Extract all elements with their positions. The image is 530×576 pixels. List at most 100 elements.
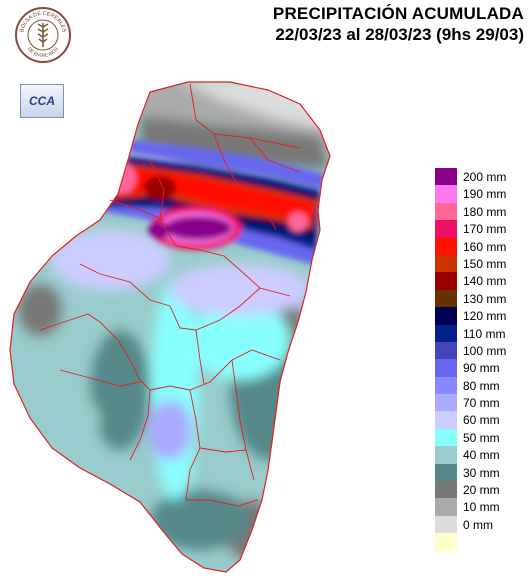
legend-swatch [435,307,457,325]
legend-item: 10 mm [435,498,530,516]
legend-item: 200 mm [435,168,530,186]
legend-swatch-lightest [435,533,457,551]
map-title: PRECIPITACIÓN ACUMULADA [272,4,524,23]
legend-swatch [435,272,457,290]
legend-label: 70 mm [463,396,500,411]
legend-swatch [435,428,457,447]
legend-item: 130 mm [435,289,530,308]
field-center-70mm [148,400,192,460]
legend-label: 0 mm [463,517,493,532]
legend-item: 160 mm [435,237,530,255]
dept-border-center-2 [169,287,261,331]
legend-swatch [435,237,457,255]
dept-border-north-3 [249,137,301,173]
dept-border-central-3 [175,245,291,297]
legend-item: 90 mm [435,359,530,377]
legend-swatch [435,220,457,238]
core-200mm [164,216,232,240]
legend-label: 160 mm [463,239,507,254]
core-140mm [144,176,176,200]
legend-label: 120 mm [463,309,507,324]
field-west-60mm [50,230,170,290]
legend-label: 20 mm [463,483,500,498]
legend-label: 110 mm [463,326,506,341]
dept-border-south-5 [186,499,259,507]
legend-swatch [435,515,457,534]
dept-border-south-4 [199,447,247,453]
legend-item: 190 mm [435,185,530,203]
legend-label: 30 mm [463,465,500,480]
legend-swatch [435,289,457,308]
core-200mm-west [148,222,172,238]
legend-label: 130 mm [463,291,507,306]
legend-swatch [435,202,457,221]
dept-border-south-3 [231,359,255,481]
legend-swatch [435,359,457,377]
legend-swatch [435,324,457,342]
map-date-range: 22/03/23 al 28/03/23 (9hs 29/03) [275,25,524,44]
dept-border-central-1 [149,159,177,247]
legend-item: 170 mm [435,220,530,238]
legend-item: 180 mm [435,202,530,221]
field-west-30mm [90,330,150,450]
legend-item: 100 mm [435,341,530,360]
legend-label: 90 mm [463,361,500,376]
legend-item: 40 mm [435,446,530,464]
legend-label: 40 mm [463,448,500,463]
field-south-30mm [150,490,250,550]
legend-swatch [435,446,457,464]
precipitation-fields [10,82,330,572]
dept-border-west-2 [39,313,101,331]
legend-label: 200 mm [463,170,507,184]
legend-item: 140 mm [435,272,530,290]
legend-label: 170 mm [463,222,507,237]
dept-border-west-4 [59,369,141,387]
precipitation-map [9,81,331,573]
legend-item: 20 mm [435,481,530,499]
dept-border-central-2 [109,199,165,221]
legend-label: 60 mm [463,413,500,428]
legend-swatch [435,411,457,429]
department-borders [9,81,331,573]
legend-extra-row [435,533,530,551]
legend-swatch [435,394,457,412]
core-190mm-west [108,162,136,194]
legend-label: 190 mm [463,187,507,202]
bolsa-cereales-logo: BOLSA DE CEREALES DE ENTRE RIOS [15,7,71,63]
legend-swatch [435,168,457,186]
legend-item: 80 mm [435,376,530,395]
field-west-20mm [18,284,62,336]
legend-item: 120 mm [435,307,530,325]
core-190mm-east [288,212,308,232]
legend-swatch [435,498,457,516]
legend-swatch [435,376,457,395]
cca-logo: CCA [20,84,64,118]
legend-label: 80 mm [463,378,500,393]
precipitation-legend: 200 mm 190 mm 180 mm 170 mm 160 mm 150 mm 140 … [435,168,530,551]
legend-swatch [435,254,457,273]
field-east-50mm [190,300,290,380]
legend-swatch [435,481,457,499]
dept-border-west-3 [99,321,151,391]
legend-label: 10 mm [463,500,500,515]
legend-swatch [435,463,457,482]
dept-border-south-1 [129,389,151,461]
legend-label: 180 mm [463,204,507,219]
dept-border-north-2 [213,133,277,231]
legend-label: 150 mm [463,256,507,271]
dept-border-west-1 [79,263,171,307]
legend-item: 30 mm [435,463,530,482]
field-east-60mm [170,264,310,316]
legend-item: 50 mm [435,428,530,447]
legend-label: 50 mm [463,430,500,445]
province-outline [9,81,331,573]
legend-item: 110 mm [435,324,530,342]
legend-swatch [435,185,457,203]
dept-border-center-3 [149,349,281,391]
legend-label: 100 mm [463,343,507,358]
map-title-block: PRECIPITACIÓN ACUMULADA 22/03/23 al 28/0… [273,4,524,45]
legend-label: 140 mm [463,274,507,289]
dept-border-center-4 [195,329,205,385]
legend-item: 70 mm [435,394,530,412]
legend-item: 150 mm [435,254,530,273]
